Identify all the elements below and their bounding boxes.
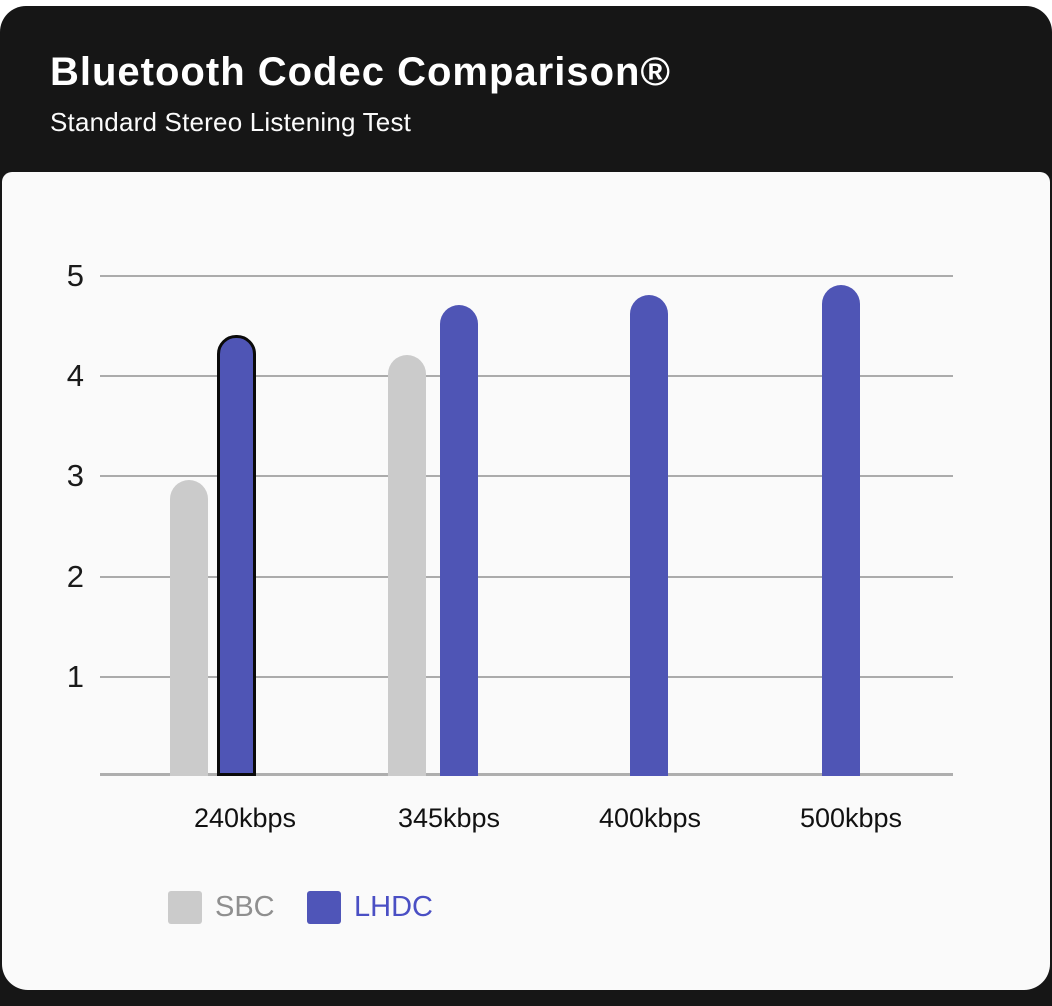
chart-panel: 5 4 3 2 1 240kbps 345kbps 400kbps 500kbps SBC LHD… — [2, 172, 1050, 990]
x-axis-category-label-500kbps: 500kbps — [799, 803, 903, 833]
x-axis-category-label-240kbps: 240kbps — [193, 803, 297, 833]
bar-lhdc-500kbps[interactable] — [822, 285, 860, 776]
bar-sbc-345kbps[interactable] — [388, 355, 426, 776]
bar-chart-plot-area: 5 4 3 2 1 240kbps 345kbps 400kbps 500kbps — [67, 260, 953, 833]
y-axis-tick-label-2: 2 — [66, 558, 84, 594]
bar-lhdc-400kbps[interactable] — [630, 295, 668, 776]
x-axis-category-label-400kbps: 400kbps — [598, 803, 702, 833]
page-subtitle: Standard Stereo Listening Test — [50, 107, 412, 137]
page-title: Bluetooth Codec Comparison® — [50, 50, 671, 94]
chart-card: Bluetooth Codec Comparison® Standard Ste… — [0, 6, 1052, 1006]
gridline-y-4 — [100, 375, 953, 378]
gridline-y-1 — [100, 675, 953, 678]
y-axis-tick-label-5: 5 — [66, 258, 84, 293]
gridline-y-2 — [100, 575, 953, 578]
gridline-y-5 — [100, 275, 953, 277]
y-axis-tick-label-4: 4 — [66, 358, 84, 394]
x-axis-line — [100, 773, 953, 776]
x-axis-category-label-345kbps: 345kbps — [397, 803, 501, 833]
legend-item-sbc[interactable]: SBC — [168, 891, 275, 924]
gridline-y-3 — [100, 475, 953, 478]
bar-lhdc-240kbps[interactable] — [217, 335, 256, 776]
legend-label-lhdc: LHDC — [354, 891, 433, 923]
legend-swatch-lhdc — [307, 891, 341, 924]
legend-swatch-sbc — [168, 891, 202, 924]
legend-label-sbc: SBC — [215, 891, 275, 923]
bar-lhdc-345kbps[interactable] — [440, 305, 478, 776]
y-axis-tick-label-1: 1 — [66, 658, 84, 694]
y-axis-tick-label-3: 3 — [66, 458, 84, 494]
legend-item-lhdc[interactable]: LHDC — [307, 891, 433, 924]
bar-sbc-240kbps[interactable] — [170, 480, 208, 776]
